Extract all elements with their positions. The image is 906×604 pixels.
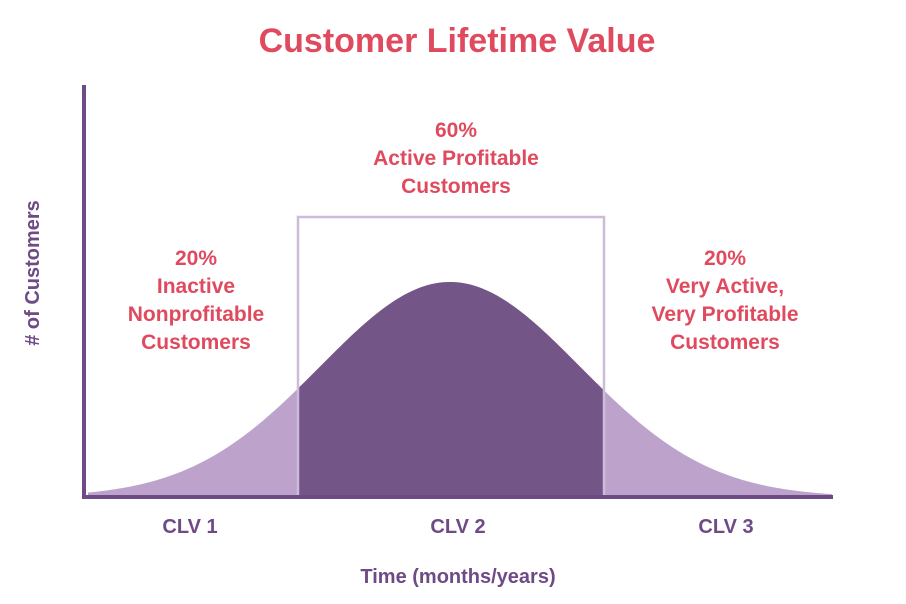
category-label-1: CLV 1 — [162, 516, 217, 538]
segment-label-1: 20% Inactive Nonprofitable Customers — [128, 247, 265, 354]
category-label-2: CLV 2 — [430, 516, 485, 538]
segment-percent: 20% — [704, 247, 746, 270]
segment-text-line: Very Active, — [666, 275, 784, 298]
segment-text-line: Customers — [141, 331, 251, 354]
curve-main-area — [298, 282, 604, 497]
segment-text-line: Inactive — [157, 275, 235, 298]
segment-percent: 20% — [175, 247, 217, 270]
chart-title: Customer Lifetime Value — [259, 22, 656, 60]
segment-text-line: Active Profitable — [373, 147, 539, 170]
distribution-curve — [88, 282, 832, 497]
segment-labels: 20% Inactive Nonprofitable Customers 60% Acti… — [128, 119, 799, 354]
category-labels: CLV 1 CLV 2 CLV 3 — [162, 516, 753, 538]
y-axis-label: # of Customers — [22, 200, 44, 346]
segment-text-line: Very Profitable — [651, 303, 798, 326]
segment-label-2: 60% Active Profitable Customers — [373, 119, 539, 198]
segment-text-line: Customers — [670, 331, 780, 354]
category-label-3: CLV 3 — [698, 516, 753, 538]
segment-text-line: Customers — [401, 175, 511, 198]
segment-text-line: Nonprofitable — [128, 303, 265, 326]
segment-percent: 60% — [435, 119, 477, 142]
x-axis-label: Time (months/years) — [360, 566, 555, 588]
segment-label-3: 20% Very Active, Very Profitable Customers — [651, 247, 798, 354]
